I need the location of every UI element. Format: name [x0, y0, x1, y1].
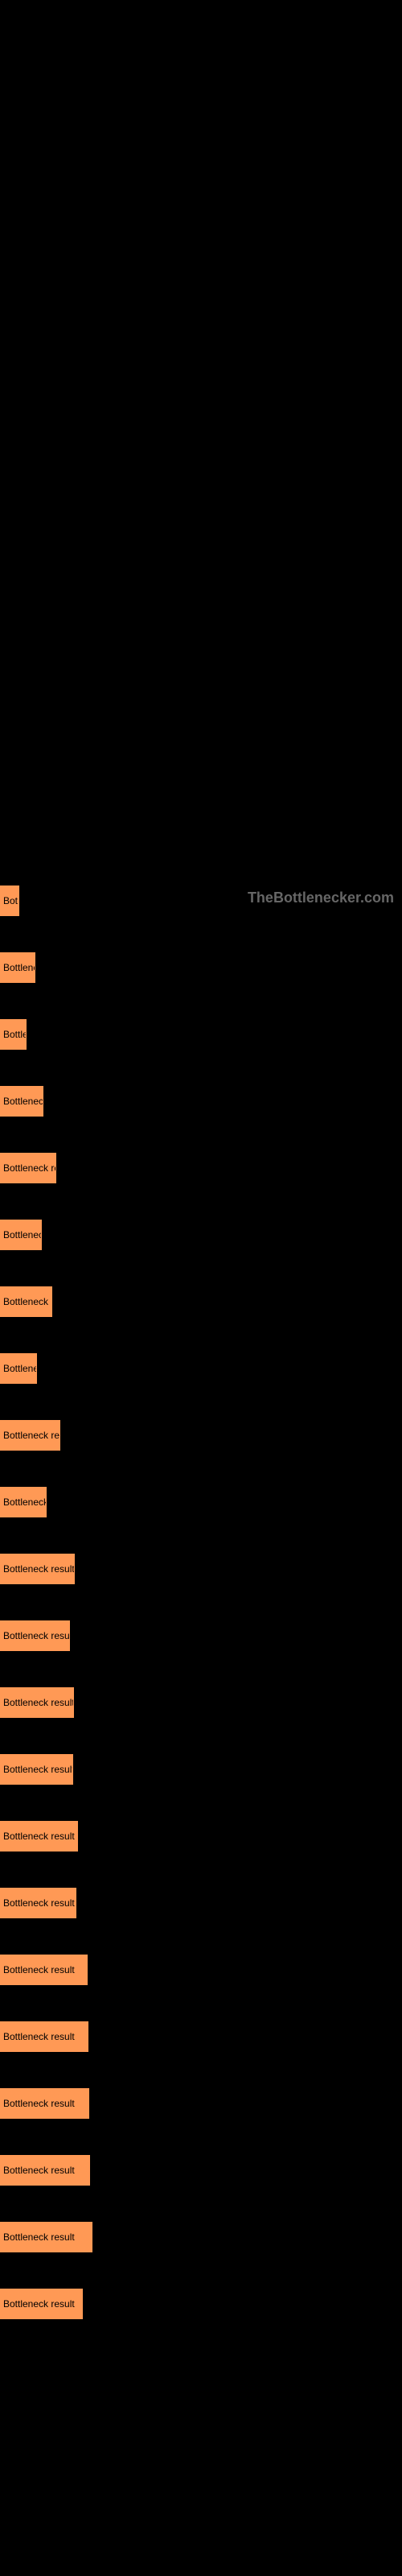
bar-row: Bottleneck result	[0, 2155, 402, 2186]
bar-label: Bottleneck result	[3, 1563, 74, 1575]
bar: Bottleneck result	[0, 2021, 88, 2052]
bar-row: Bottleneck result	[0, 1754, 402, 1785]
bar-label: Bottleneck result	[3, 1897, 75, 1909]
bar-chart: Bot Bottlene Bottle Bottleneck Bottleneck re…	[0, 886, 402, 2319]
watermark-text: TheBottlenecker.com	[248, 890, 394, 906]
bar-label: Bottleneck result	[3, 2031, 75, 2042]
bar-row: Bottleneck res	[0, 1420, 402, 1451]
bar: Bottleneck	[0, 1220, 42, 1250]
bar-label: Bottleneck result	[3, 1764, 72, 1775]
bar-label: Bot	[3, 895, 18, 906]
bar-label: Bottleneck result	[3, 2165, 75, 2176]
bar: Bottleneck result	[0, 1687, 74, 1718]
bar-row: Bottleneck result	[0, 1687, 402, 1718]
bar: Bottleneck res	[0, 1420, 60, 1451]
bar: Bottleneck r	[0, 1286, 52, 1317]
bar-label: Bottleneck result	[3, 2231, 75, 2243]
bar: Bottleneck result	[0, 1888, 76, 1918]
bar: Bottleneck result	[0, 1754, 73, 1785]
bar: Bot	[0, 886, 19, 916]
bar-label: Bottleneck	[3, 1496, 46, 1508]
bar: Bottleneck result	[0, 2155, 90, 2186]
bar: Bottleneck result	[0, 1821, 78, 1852]
bar-label: Bottleneck	[3, 1096, 43, 1107]
bar-label: Bottlene	[3, 1363, 36, 1374]
bar-row: Bottleneck re	[0, 1153, 402, 1183]
bar-label: Bottleneck r	[3, 1296, 51, 1307]
bar-row: Bottleneck result	[0, 2088, 402, 2119]
bar: Bottlene	[0, 1353, 37, 1384]
bar: Bottleneck result	[0, 1955, 88, 1985]
bar: Bottle	[0, 1019, 27, 1050]
bar-label: Bottleneck result	[3, 1630, 69, 1641]
bar-label: Bottleneck result	[3, 2298, 75, 2310]
bar: Bottleneck	[0, 1086, 43, 1117]
bar-row: Bottleneck result	[0, 1620, 402, 1651]
bar-row: Bottleneck result	[0, 2289, 402, 2319]
bar: Bottleneck result	[0, 2289, 83, 2319]
bar-row: Bottleneck result	[0, 1955, 402, 1985]
bar-row: Bottlene	[0, 1353, 402, 1384]
bar: Bottleneck result	[0, 1554, 75, 1584]
bar: Bottleneck	[0, 1487, 47, 1517]
bar-row: Bottleneck result	[0, 2021, 402, 2052]
bar-label: Bottleneck result	[3, 2098, 75, 2109]
bar-label: Bottleneck re	[3, 1162, 55, 1174]
bar-row: Bottle	[0, 1019, 402, 1050]
bar-row: Bottleneck r	[0, 1286, 402, 1317]
bar-label: Bottle	[3, 1029, 26, 1040]
bar: Bottlene	[0, 952, 35, 983]
bar-row: Bottleneck result	[0, 1554, 402, 1584]
bar-label: Bottlene	[3, 962, 35, 973]
bar-row: Bottleneck	[0, 1487, 402, 1517]
bar-label: Bottleneck	[3, 1229, 41, 1241]
bar-row: Bottleneck	[0, 1220, 402, 1250]
bar: Bottleneck result	[0, 2088, 89, 2119]
bar-label: Bottleneck result	[3, 1697, 73, 1708]
bar: Bottleneck result	[0, 2222, 92, 2252]
bar-row: Bottleneck	[0, 1086, 402, 1117]
bar-label: Bottleneck res	[3, 1430, 59, 1441]
bar-label: Bottleneck result	[3, 1964, 75, 1975]
bar-row: Bottlene	[0, 952, 402, 983]
bar: Bottleneck result	[0, 1620, 70, 1651]
bar-row: Bottleneck result	[0, 1821, 402, 1852]
bar-row: Bottleneck result	[0, 1888, 402, 1918]
bar-label: Bottleneck result	[3, 1831, 75, 1842]
bar-row: Bottleneck result	[0, 2222, 402, 2252]
bar: Bottleneck re	[0, 1153, 56, 1183]
